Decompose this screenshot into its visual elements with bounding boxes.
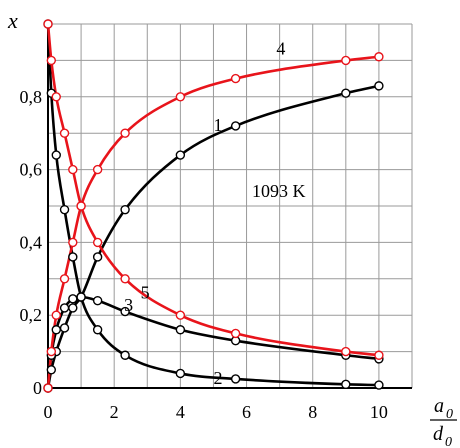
- data-point-series-4: [230, 73, 241, 84]
- data-point-series-5: [43, 19, 53, 29]
- x-axis-label-denominator-sub: 0: [445, 435, 452, 448]
- data-point-series-2: [120, 350, 130, 360]
- y-tick-label: 0,4: [20, 232, 43, 252]
- data-point-series-5: [374, 350, 384, 360]
- x-axis-label: a 0 d 0: [430, 395, 457, 448]
- x-tick-label: 2: [110, 402, 119, 422]
- data-point-series-1: [341, 88, 351, 98]
- data-point-series-1: [175, 150, 186, 160]
- y-tick-label: 0: [33, 378, 42, 398]
- x-axis-label-numerator-sub: 0: [446, 407, 453, 422]
- data-point-series-2: [374, 380, 384, 390]
- data-point-series-2: [175, 368, 186, 379]
- markers-layer: 1 2 3 4 5: [43, 19, 384, 393]
- data-point-series-5: [46, 55, 57, 66]
- data-point-series-4: [59, 274, 70, 284]
- series-label-4: 4: [276, 39, 285, 59]
- data-point-series-2: [51, 150, 61, 160]
- data-point-series-1: [59, 323, 70, 333]
- data-point-series-2: [92, 325, 103, 335]
- y-tick-label: 0,2: [20, 305, 43, 325]
- data-point-series-5: [120, 274, 130, 284]
- series-label-5: 5: [141, 282, 150, 302]
- data-point-series-3: [59, 303, 70, 313]
- data-point-series-5: [68, 164, 78, 175]
- data-point-series-3: [120, 306, 130, 317]
- data-point-series-5: [92, 237, 103, 248]
- data-point-series-3: [92, 295, 103, 306]
- grid: [48, 23, 413, 388]
- y-tick-label: 0,8: [20, 87, 43, 107]
- data-point-series-1: [92, 252, 103, 262]
- data-point-series-2: [341, 379, 351, 390]
- data-point-series-3: [68, 294, 78, 304]
- data-point-series-1: [230, 121, 241, 131]
- data-point-series-4: [120, 128, 130, 138]
- data-point-series-3: [51, 325, 61, 335]
- x-tick-label: 4: [176, 402, 185, 422]
- data-point-series-3: [76, 292, 86, 302]
- data-point-series-1: [68, 303, 78, 313]
- x-axis-label-numerator: a: [434, 395, 444, 417]
- data-point-series-4: [341, 55, 351, 66]
- data-point-series-5: [341, 346, 351, 357]
- data-point-series-5: [76, 201, 86, 211]
- data-point-series-5: [175, 310, 186, 320]
- series-line-2: [46, 22, 381, 387]
- x-axis-label-denominator: d: [433, 423, 444, 445]
- data-point-series-1: [46, 365, 57, 375]
- data-point-series-1: [120, 204, 130, 215]
- data-point-series-4: [51, 310, 61, 320]
- data-point-series-4: [68, 237, 78, 248]
- data-point-series-1: [374, 81, 384, 91]
- data-point-series-4: [43, 383, 53, 393]
- data-point-series-4: [92, 164, 103, 175]
- x-tick-label: 0: [44, 402, 53, 422]
- data-point-series-5: [59, 128, 70, 138]
- x-tick-label: 8: [308, 402, 317, 422]
- data-point-series-4: [175, 92, 186, 102]
- data-point-series-2: [59, 204, 70, 215]
- data-point-series-5: [51, 92, 61, 102]
- data-point-series-3: [175, 325, 186, 335]
- x-tick-label: 10: [370, 402, 388, 422]
- y-axis-label: x: [7, 8, 18, 33]
- data-point-series-2: [68, 252, 78, 262]
- data-point-series-5: [230, 328, 241, 339]
- temperature-annotation: 1093 K: [252, 181, 306, 201]
- data-point-series-4: [46, 346, 57, 357]
- series-label-3: 3: [124, 295, 133, 315]
- y-tick-label: 0,6: [20, 160, 43, 180]
- data-point-series-4: [374, 52, 384, 62]
- x-tick-label: 6: [242, 402, 251, 422]
- series-label-1: 1: [213, 115, 222, 135]
- data-point-series-2: [230, 374, 241, 384]
- series-label-2: 2: [213, 368, 222, 388]
- axes: 0 2 4 6 8 10 0 0,2 0,4 0,6 0,8: [20, 20, 412, 422]
